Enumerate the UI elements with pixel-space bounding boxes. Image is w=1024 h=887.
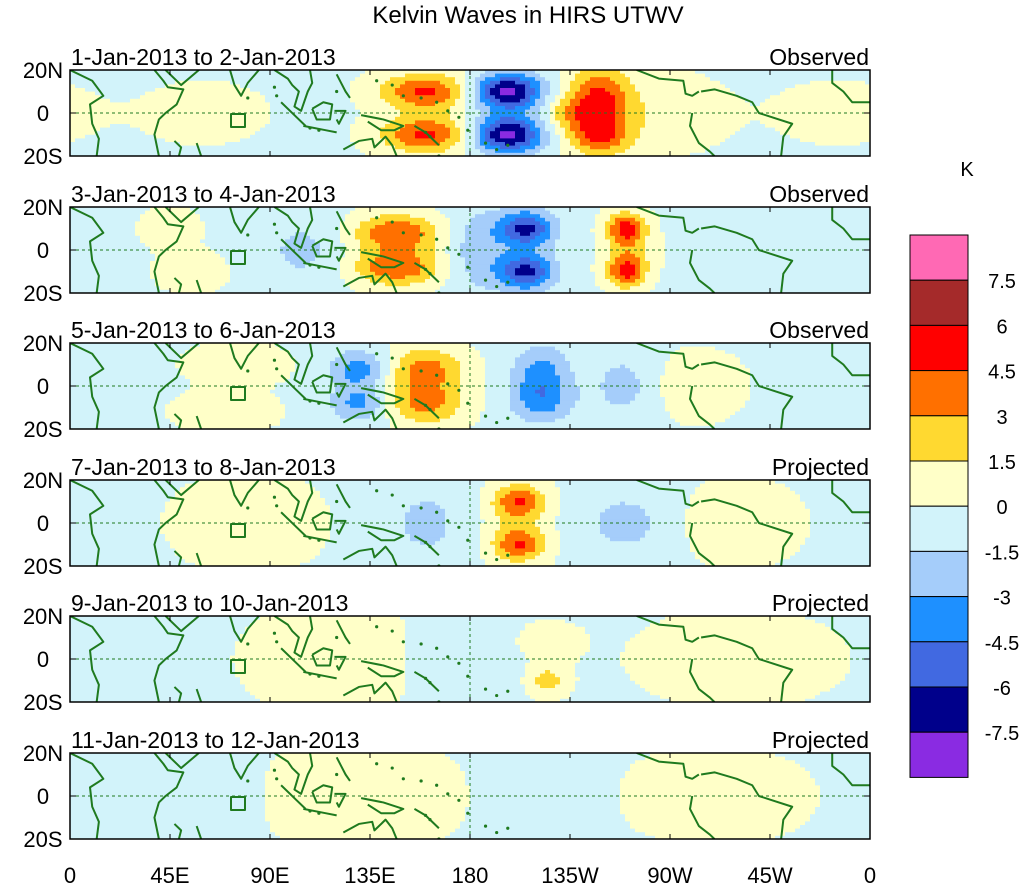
colorbar-swatch	[909, 596, 969, 643]
colorbar-swatch	[909, 234, 969, 281]
panel-period: 5-Jan-2013 to 6-Jan-2013	[71, 317, 336, 343]
contour-field	[70, 343, 870, 429]
colorbar-swatch	[909, 641, 969, 688]
contour-field	[70, 616, 870, 702]
panel-6: 20N 0 20S 11-Jan-2013 to 12-Jan-2013 Project…	[23, 727, 871, 852]
colorbar-swatch	[909, 686, 969, 733]
panel-5: 20N 0 20S 9-Jan-2013 to 10-Jan-2013 Projecte…	[23, 590, 871, 715]
colorbar-swatch	[909, 415, 969, 462]
chart-title: Kelvin Waves in HIRS UTWV	[372, 2, 683, 29]
colorbar-level-label: 0	[996, 497, 1007, 519]
x-tick-label: 45W	[747, 863, 792, 887]
colorbar-unit-label: K	[960, 159, 974, 181]
y-tick-label: 20S	[23, 417, 62, 442]
panel-status: Projected	[772, 727, 869, 753]
y-tick-label: 20S	[23, 144, 62, 169]
colorbar: K 7.5 6 4.5 3 1.5 0 -1.5 -3 -4.5 -6 -7.5	[909, 159, 1019, 778]
contour-field	[70, 207, 870, 293]
y-tick-label: 0	[37, 374, 49, 399]
y-tick-label: 20N	[23, 468, 63, 493]
contour-field	[70, 480, 870, 566]
panel-period: 1-Jan-2013 to 2-Jan-2013	[71, 44, 336, 70]
y-tick-label: 0	[37, 511, 49, 536]
x-tick-label: 135W	[541, 863, 599, 887]
colorbar-swatch	[909, 550, 969, 598]
x-tick-label: 90W	[647, 863, 692, 887]
colorbar-level-label: -4.5	[985, 633, 1019, 655]
panel-period: 7-Jan-2013 to 8-Jan-2013	[71, 454, 336, 480]
colorbar-level-label: -7.5	[985, 723, 1019, 745]
x-tick-label: 45E	[150, 863, 189, 887]
colorbar-swatch	[909, 324, 969, 372]
y-tick-label: 20S	[23, 690, 62, 715]
panel-status: Observed	[769, 317, 869, 343]
panel-status: Projected	[772, 454, 869, 480]
colorbar-swatch	[909, 370, 969, 417]
x-tick-label: 0	[64, 863, 76, 887]
colorbar-swatch	[909, 460, 969, 507]
panel-period: 11-Jan-2013 to 12-Jan-2013	[71, 727, 360, 753]
colorbar-level-label: 7.5	[988, 271, 1016, 293]
colorbar-swatch	[909, 279, 969, 326]
y-tick-label: 20S	[23, 554, 62, 579]
colorbar-level-label: 4.5	[988, 362, 1016, 384]
panel-status: Observed	[769, 181, 869, 207]
panel-1: 20N 0 20S 1-Jan-2013 to 2-Jan-2013 Observed	[23, 44, 871, 169]
coastlines	[70, 343, 870, 429]
panel-period: 3-Jan-2013 to 4-Jan-2013	[71, 181, 336, 207]
colorbar-level-label: 3	[996, 407, 1007, 429]
panel-4: 20N 0 20S 7-Jan-2013 to 8-Jan-2013 Projected	[23, 454, 871, 579]
colorbar-level-label: 1.5	[988, 452, 1016, 474]
contour-field	[70, 753, 870, 839]
colorbar-level-label: -6	[993, 678, 1011, 700]
y-tick-label: 20N	[23, 604, 63, 629]
y-tick-label: 0	[37, 784, 49, 809]
x-tick-label: 180	[452, 863, 489, 887]
colorbar-level-label: 6	[996, 316, 1007, 338]
x-tick-label: 90E	[250, 863, 289, 887]
coastlines	[70, 616, 870, 702]
colorbar-swatch	[909, 505, 969, 552]
y-tick-label: 20S	[23, 281, 62, 306]
panel-status: Projected	[772, 590, 869, 616]
coastlines	[70, 207, 870, 293]
coastlines	[70, 70, 870, 156]
colorbar-level-label: -3	[993, 588, 1011, 610]
coastlines	[70, 480, 870, 566]
panel-3: 20N 0 20S 5-Jan-2013 to 6-Jan-2013 Observed	[23, 317, 871, 442]
y-tick-label: 20N	[23, 195, 63, 220]
panel-status: Observed	[769, 44, 869, 70]
colorbar-level-label: -1.5	[985, 542, 1019, 564]
y-tick-label: 20N	[23, 58, 63, 83]
y-tick-label: 0	[37, 101, 49, 126]
y-tick-label: 20S	[23, 827, 62, 852]
y-tick-label: 0	[37, 647, 49, 672]
y-tick-label: 20N	[23, 331, 63, 356]
x-axis: 0 45E 90E 135E 180 135W 90W 45W 0	[64, 863, 876, 887]
x-tick-label: 0	[864, 863, 876, 887]
y-tick-label: 0	[37, 238, 49, 263]
y-tick-label: 20N	[23, 741, 63, 766]
colorbar-swatch	[909, 731, 969, 778]
x-tick-label: 135E	[344, 863, 395, 887]
panel-period: 9-Jan-2013 to 10-Jan-2013	[71, 590, 348, 616]
panel-2: 20N 0 20S 3-Jan-2013 to 4-Jan-2013 Observed	[23, 181, 871, 306]
coastlines	[70, 753, 870, 839]
